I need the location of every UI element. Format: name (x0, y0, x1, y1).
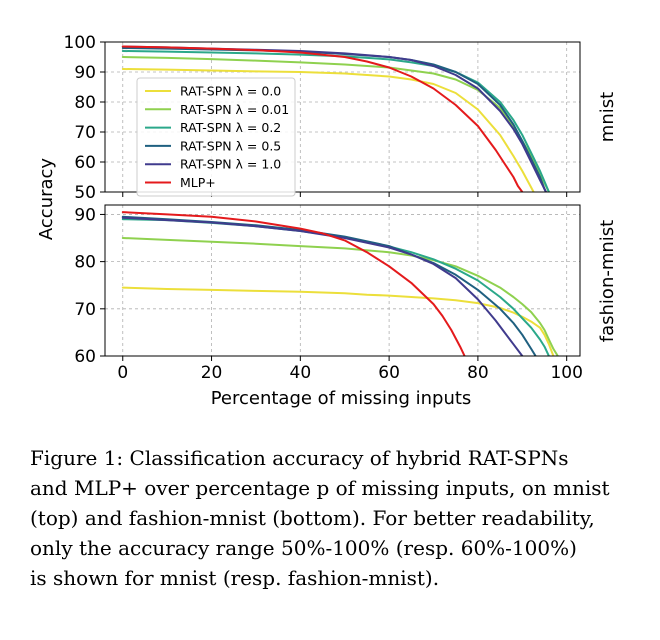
y-axis-label: Accuracy (36, 158, 57, 241)
mnist-y-ticks: 50 60 70 80 90 100 (64, 33, 568, 203)
legend-box (136, 77, 296, 197)
fashion-mnist-grid (105, 205, 580, 357)
fashion-mnist-series-line (121, 211, 466, 356)
mnist-y-tick-label: 60 (74, 153, 96, 173)
x-tick-label: 60 (378, 363, 400, 383)
x-axis-label: Percentage of missing inputs (211, 388, 472, 409)
fashion-mnist-plot-frame (104, 204, 581, 357)
legend: RAT-SPN λ = 0.0 RAT-SPN λ = 0.01 RAT-SPN λ… (136, 77, 296, 197)
legend-label: RAT-SPN λ = 0.0 (180, 84, 281, 99)
fashion-mnist-panel-label: fashion-mnist (597, 220, 618, 342)
legend-label: RAT-SPN λ = 0.5 (180, 138, 281, 153)
legend-label: MLP+ (180, 175, 216, 190)
mnist-series-line (121, 56, 551, 192)
legend-label: RAT-SPN λ = 0.01 (180, 102, 289, 117)
mnist-y-tick-label: 90 (74, 63, 96, 83)
fashion-mnist-y-tick-label: 80 (74, 253, 96, 273)
mnist-y-tick-label: 80 (74, 93, 96, 113)
mnist-y-tick-label: 50 (74, 183, 96, 203)
x-tick-label: 20 (201, 363, 223, 383)
figure-caption: Figure 1: Classification accuracy of hyb… (30, 446, 610, 590)
fashion-mnist-series-group (121, 211, 559, 356)
mnist-series-group (121, 45, 551, 192)
fashion-mnist-series-line (121, 237, 559, 356)
x-ticks: 0 20 40 60 80 100 (117, 363, 583, 383)
mnist-series-line (121, 68, 535, 192)
mnist-plot-frame (104, 41, 581, 193)
x-tick-label: 40 (290, 363, 312, 383)
x-tick-label: 80 (467, 363, 489, 383)
fashion-mnist-y-tick-label: 90 (74, 205, 96, 225)
legend-label: RAT-SPN λ = 0.2 (180, 120, 281, 135)
fashion-mnist-series-line (121, 286, 555, 356)
fashion-mnist-y-ticks: 60 70 80 90 (74, 205, 568, 367)
fashion-mnist-series-line (121, 218, 550, 356)
legend-label: RAT-SPN λ = 1.0 (180, 157, 281, 172)
fashion-mnist-series-line (121, 216, 524, 356)
mnist-panel-label: mnist (597, 92, 618, 142)
x-tick-label: 100 (550, 363, 582, 383)
fashion-mnist-y-tick-label: 60 (74, 347, 96, 367)
mnist-series-line (121, 45, 524, 192)
fashion-mnist-series-line (121, 215, 537, 356)
mnist-y-tick-label: 70 (74, 123, 96, 143)
fashion-mnist-panel: 60 70 80 90 0 20 40 60 80 100 fashion-mnist (74, 204, 618, 383)
x-tick-label: 0 (117, 363, 128, 383)
mnist-y-tick-label: 100 (64, 33, 96, 53)
fashion-mnist-y-tick-label: 70 (74, 300, 96, 320)
